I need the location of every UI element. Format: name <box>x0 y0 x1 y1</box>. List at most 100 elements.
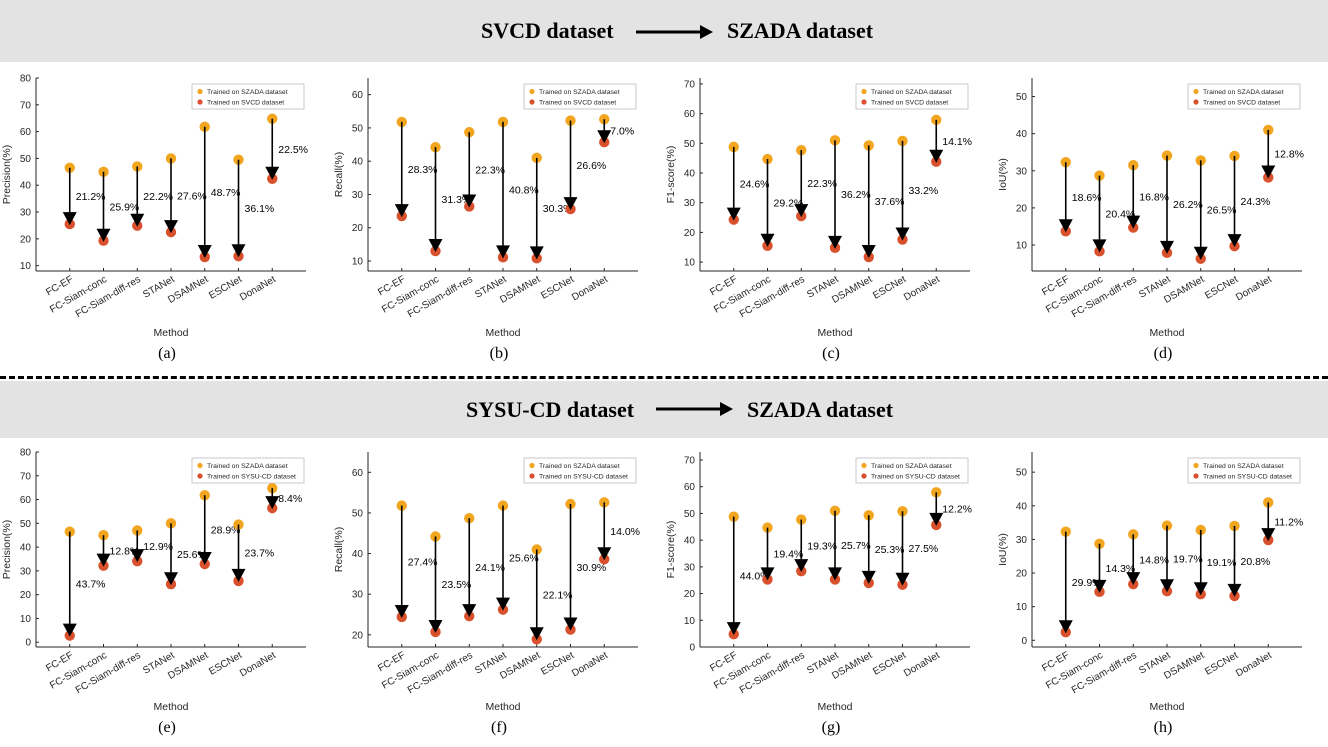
x-tick-label: ESCNet <box>539 650 576 678</box>
x-tick-label: DonaNet <box>902 650 942 679</box>
y-tick-label: 10 <box>1016 241 1028 252</box>
drop-arrow-head <box>794 559 809 573</box>
data-point-szada <box>98 530 109 541</box>
drop-arrow-head <box>597 547 612 561</box>
section-source-label: SYSU-CD dataset <box>466 396 635 422</box>
y-tick-label: 10 <box>684 616 696 627</box>
y-tick-label: 50 <box>1016 92 1028 103</box>
y-tick-label: 60 <box>684 482 696 493</box>
drop-percentage-label: 25.7% <box>841 540 871 552</box>
drop-arrow-head <box>529 627 544 641</box>
y-tick-label: 30 <box>1016 166 1028 177</box>
drop-arrow-head <box>394 604 409 618</box>
y-tick-label: 20 <box>352 630 364 641</box>
panel-label: (e) <box>158 719 176 736</box>
section-header-svcd: SVCD dataset SZADA dataset <box>0 0 1328 62</box>
y-tick-label: 30 <box>684 562 696 573</box>
drop-arrow-head <box>462 194 477 208</box>
data-point-szada <box>165 518 177 529</box>
x-tick-label: DonaNet <box>1234 274 1274 303</box>
drop-percentage-label: 27.4% <box>408 556 438 568</box>
drop-arrow-head <box>428 619 443 633</box>
legend-label-szada: Trained on SZADA dataset <box>871 463 952 470</box>
drop-arrow-head <box>496 245 510 259</box>
x-axis-label: Method <box>1149 327 1184 339</box>
x-axis-label: Method <box>817 327 852 339</box>
y-tick-label: 20 <box>20 590 32 601</box>
drop-arrow-head <box>231 568 246 582</box>
y-tick-label: 20 <box>684 589 696 600</box>
x-axis-label: Method <box>485 327 520 339</box>
legend: Trained on SZADA dataset Trained on SYSU-… <box>855 457 969 484</box>
panel-label: (h) <box>1154 719 1173 736</box>
drop-percentage-label: 30.3% <box>543 203 573 215</box>
drop-arrow-head <box>828 567 842 581</box>
legend-box <box>1187 83 1301 110</box>
legend-marker-szada <box>197 88 203 95</box>
y-tick-label: 70 <box>684 456 696 467</box>
drop-percentage-label: 37.6% <box>875 196 905 208</box>
legend-marker-other <box>197 99 203 105</box>
x-tick-label: DonaNet <box>570 274 610 303</box>
drop-percentage-label: 25.6% <box>177 549 207 561</box>
y-tick-label: 30 <box>20 208 32 219</box>
panel-label: (f) <box>491 719 507 736</box>
drop-arrow-head <box>563 617 578 631</box>
data-point-szada <box>762 522 773 533</box>
y-tick-label: 50 <box>684 139 696 150</box>
arrow-right-icon <box>636 25 713 39</box>
x-axis-label: Method <box>153 701 188 713</box>
legend-box <box>855 83 969 110</box>
y-tick-label: 0 <box>1021 636 1027 647</box>
legend-label-szada: Trained on SZADA dataset <box>871 89 952 96</box>
drop-arrow-head <box>62 212 77 226</box>
x-tick-label: DonaNet <box>238 650 278 679</box>
panel-label: (d) <box>1154 345 1173 362</box>
chart-f-recall-sysu: 2030405060Recall(%)FC-EFFC-Siam-concFC-S… <box>333 452 640 736</box>
drop-arrow-head <box>1261 528 1276 542</box>
y-tick-label: 40 <box>684 536 696 547</box>
y-tick-label: 50 <box>352 123 364 134</box>
drop-arrow-head <box>164 220 178 234</box>
drop-arrow-head <box>895 572 910 586</box>
y-tick-label: 60 <box>352 468 364 479</box>
legend-marker-szada <box>197 462 203 469</box>
legend-marker-other <box>197 473 203 479</box>
chart-b-recall-svcd: 102030405060Recall(%)FC-EFFC-Siam-concFC… <box>333 78 638 362</box>
legend: Trained on SZADA dataset Trained on SVCD … <box>191 83 305 110</box>
y-tick-label: 10 <box>20 614 32 625</box>
legend-label-other: Trained on SYSU-CD dataset <box>1203 474 1292 481</box>
y-tick-label: 0 <box>689 643 695 654</box>
drop-percentage-label: 25.9% <box>110 201 140 213</box>
legend-label-other: Trained on SVCD dataset <box>539 100 616 107</box>
section-target-label: SZADA dataset <box>747 396 894 422</box>
drop-arrow-head <box>597 130 612 144</box>
drop-percentage-label: 7.0% <box>610 126 634 138</box>
y-tick-label: 20 <box>1016 203 1028 214</box>
legend-label-other: Trained on SVCD dataset <box>871 100 948 107</box>
arrow-right-icon <box>656 402 733 416</box>
drop-arrow-head <box>496 597 510 611</box>
drop-arrow-head <box>1261 165 1276 179</box>
drop-percentage-label: 44.0% <box>740 570 770 582</box>
x-tick-label: ESCNet <box>871 274 908 302</box>
data-point-szada <box>565 115 576 126</box>
data-point-szada <box>497 116 509 128</box>
drop-percentage-label: 25.6% <box>509 553 539 565</box>
y-tick-label: 10 <box>352 257 364 268</box>
drop-arrow-head <box>130 213 145 227</box>
drop-percentage-label: 12.9% <box>143 541 173 553</box>
drop-arrow-head <box>1126 215 1141 229</box>
y-axis-label: IoU(%) <box>997 158 1009 191</box>
chart-g-f1-sysu: 010203040506070F1-score(%)FC-EFFC-Siam-c… <box>665 452 972 736</box>
legend-box <box>191 457 305 484</box>
data-point-szada <box>1263 497 1274 508</box>
y-axis-label: IoU(%) <box>997 533 1009 566</box>
y-tick-label: 10 <box>1016 602 1028 613</box>
legend-box <box>1187 457 1301 484</box>
drop-percentage-label: 24.6% <box>740 178 770 190</box>
legend: Trained on SZADA dataset Trained on SVCD … <box>855 83 969 110</box>
drop-percentage-label: 19.7% <box>1173 553 1203 565</box>
chart-h-iou-sysu: 01020304050IoU(%)FC-EFFC-Siam-concFC-Sia… <box>997 452 1303 736</box>
y-tick-label: 80 <box>20 448 32 459</box>
